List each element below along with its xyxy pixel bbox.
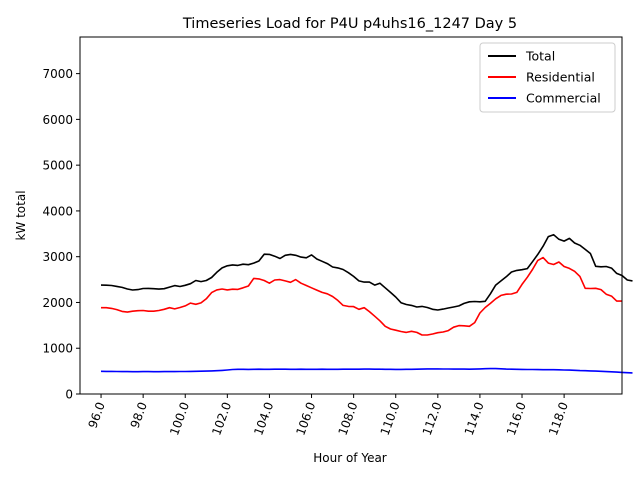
legend-label-commercial: Commercial [526,91,601,106]
legend-label-total: Total [525,49,555,64]
series-line-residential [101,256,622,336]
y-tick-label: 0 [65,388,73,402]
y-tick-label: 1000 [42,342,73,356]
plot-frame [79,36,623,395]
y-tick-label: 2000 [42,296,73,310]
y-tick-label: 5000 [42,159,73,173]
y-tick-label: 3000 [42,250,73,264]
y-axis-ticks: 0 1000 2000 3000 4000 5000 6000 7000 [42,67,80,402]
y-tick-label: 7000 [42,67,73,81]
legend: Total Residential Commercial [479,42,616,113]
y-tick-label: 4000 [42,204,73,218]
y-tick-label: 6000 [42,113,73,127]
x-axis-label: Hour of Year [313,451,387,465]
y-axis-label: kW total [14,190,28,240]
series-lines [100,233,633,374]
series-line-total [100,233,633,311]
legend-box [479,42,616,113]
legend-label-residential: Residential [526,70,595,85]
series-line-commercial [100,367,633,374]
chart-title: Timeseries Load for P4U p4uhs16_1247 Day… [182,16,517,32]
